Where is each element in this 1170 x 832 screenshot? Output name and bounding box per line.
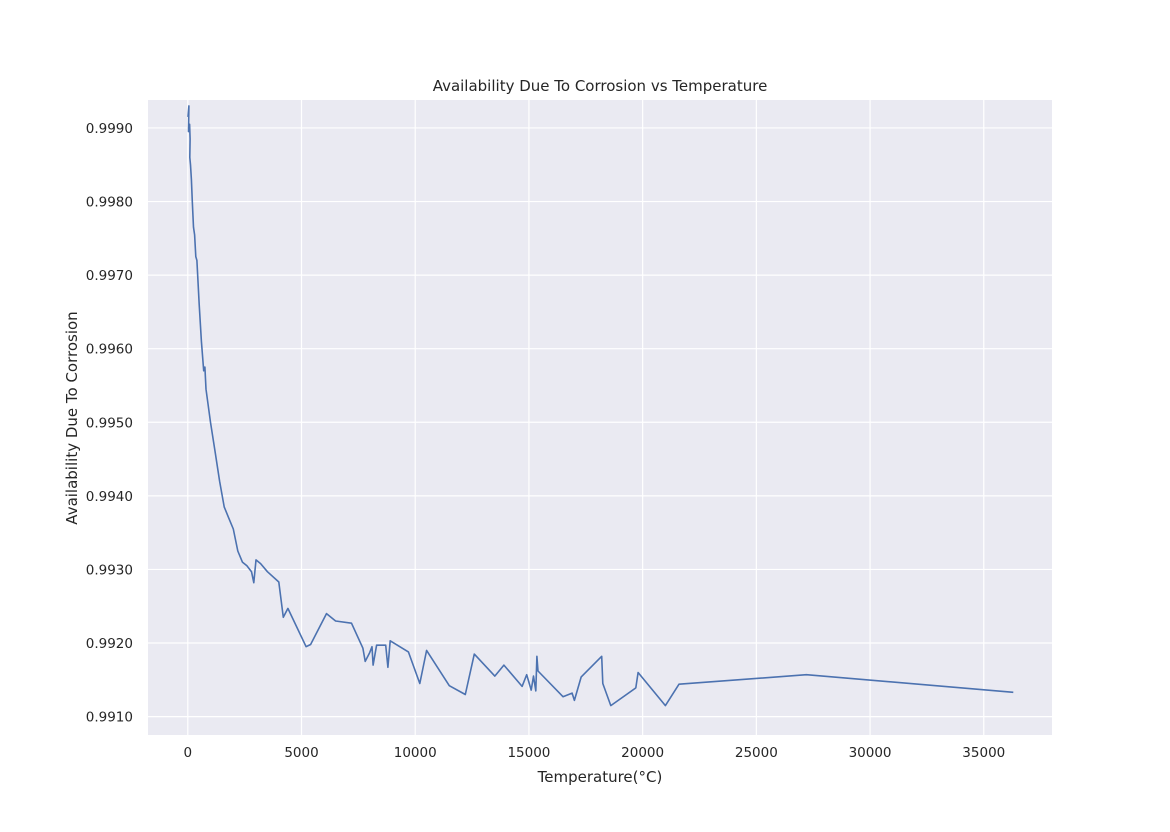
- y-tick-label: 0.9990: [86, 121, 133, 137]
- x-axis-label: Temperature(°C): [537, 768, 663, 786]
- x-tick-label: 10000: [394, 745, 437, 761]
- x-tick-label: 0: [184, 745, 193, 761]
- y-tick-label: 0.9960: [86, 342, 133, 358]
- x-tick-label: 30000: [849, 745, 892, 761]
- x-tick-layer: 0 5000 10000 15000 20000 25000 30000 35000: [184, 745, 1006, 761]
- y-tick-label: 0.9930: [86, 562, 133, 578]
- y-axis-label: Availability Due To Corrosion: [63, 311, 81, 524]
- y-tick-layer: 0.9910 0.9920 0.9930 0.9940 0.9950 0.9960 0.99…: [86, 121, 133, 726]
- x-tick-label: 20000: [621, 745, 664, 761]
- y-tick-label: 0.9950: [86, 415, 133, 431]
- x-tick-label: 35000: [962, 745, 1005, 761]
- y-tick-label: 0.9910: [86, 710, 133, 726]
- y-tick-label: 0.9980: [86, 195, 133, 211]
- y-tick-label: 0.9970: [86, 268, 133, 284]
- x-tick-label: 25000: [735, 745, 778, 761]
- x-tick-label: 15000: [507, 745, 550, 761]
- series-layer: [187, 105, 1014, 707]
- x-tick-label: 5000: [284, 745, 318, 761]
- plot-area: [148, 100, 1052, 735]
- series-line-0: [187, 105, 1014, 707]
- chart-title: Availability Due To Corrosion vs Tempera…: [433, 77, 768, 95]
- grid-layer: [148, 100, 1052, 735]
- y-tick-label: 0.9920: [86, 636, 133, 652]
- y-tick-label: 0.9940: [86, 489, 133, 505]
